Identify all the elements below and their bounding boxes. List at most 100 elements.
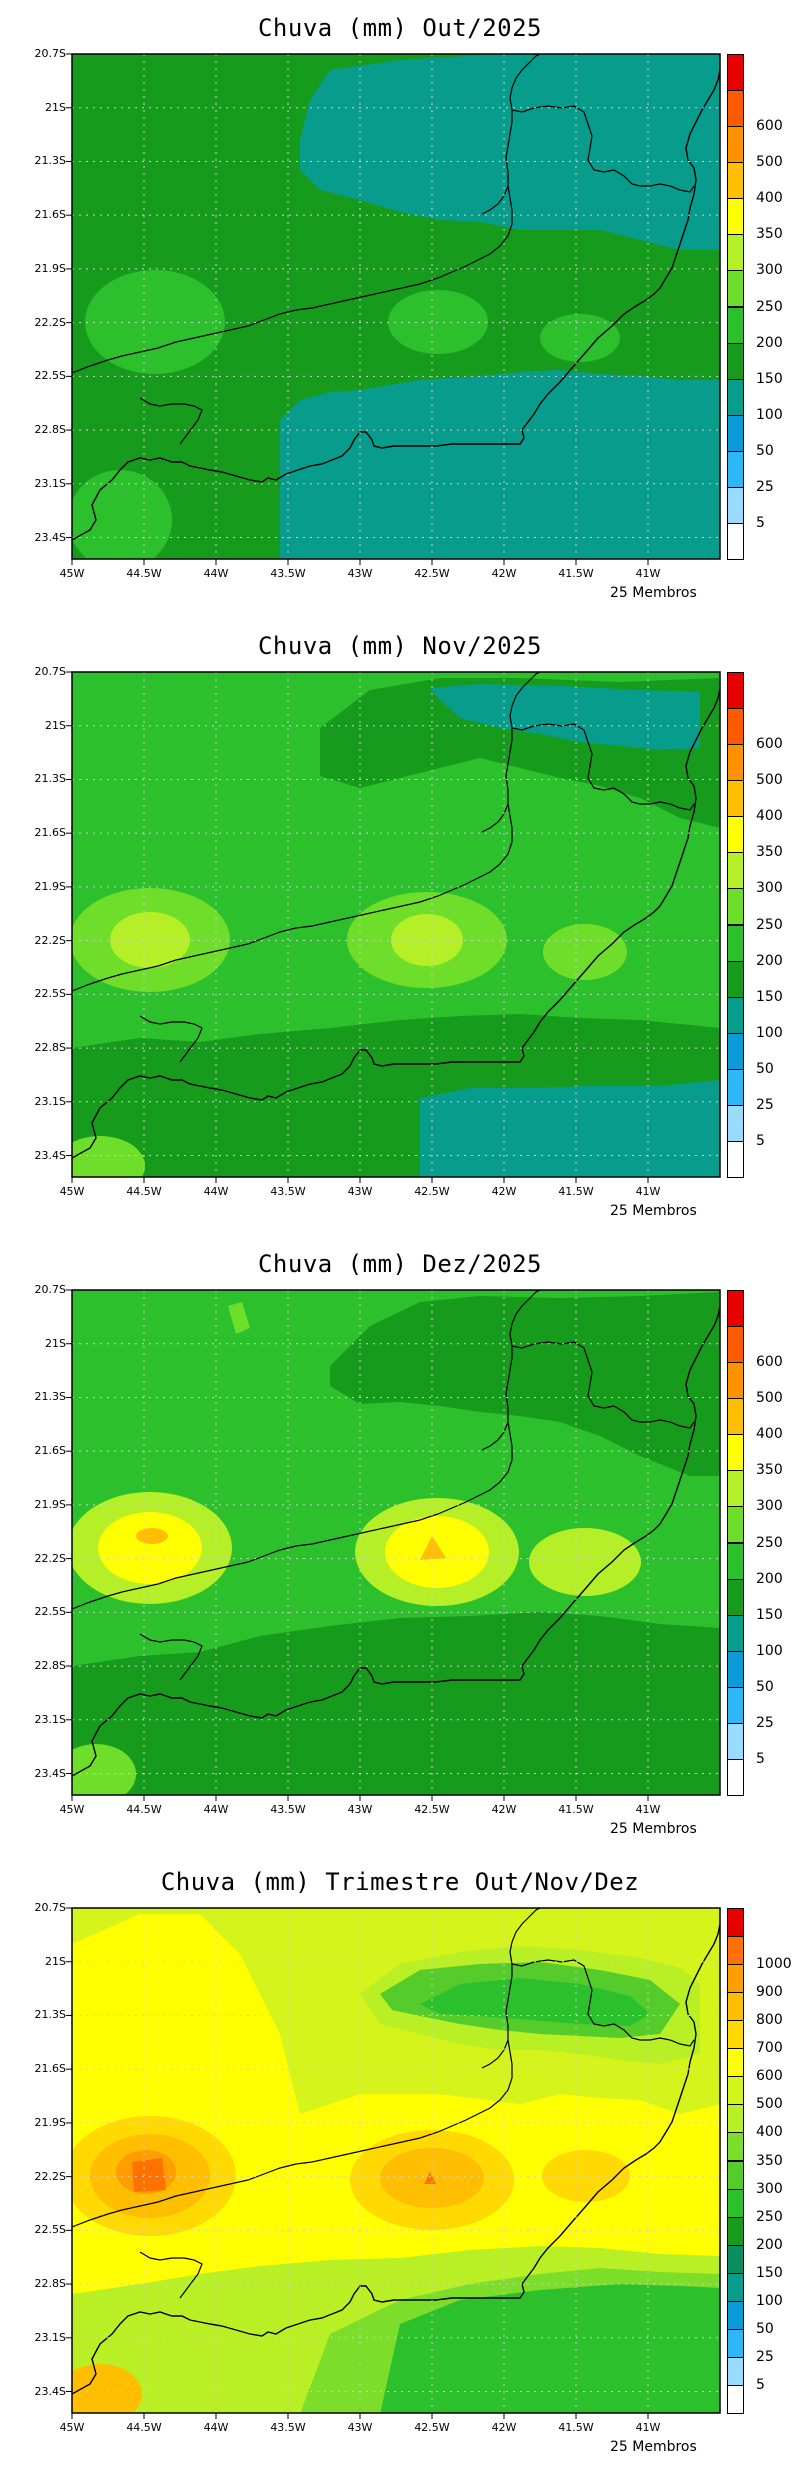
x-tick-label: 45W: [59, 1803, 85, 1816]
colorbar-box: [727, 378, 744, 416]
map-panel-out: Chuva (mm) Out/2025 20.7S 21S 21.3S 21.6S 21…: [0, 0, 800, 618]
colorbar-box: [727, 414, 744, 452]
y-tick-label: 22.5S: [34, 369, 66, 383]
colorbar-box: [727, 708, 744, 746]
members-label: 25 Membros: [610, 1821, 697, 1837]
colorbar-box: [727, 126, 744, 164]
rain-contour-region: [110, 912, 190, 968]
colorbar-label: 50: [756, 2320, 774, 2337]
y-tick-label: 22.2S: [34, 1551, 66, 1565]
colorbar-label: 100: [756, 406, 783, 423]
y-tick-label: 21S: [45, 718, 66, 732]
colorbar-label: 200: [756, 952, 783, 969]
colorbar-box: [727, 198, 744, 236]
x-tick-label: 43W: [347, 567, 373, 580]
colorbar-box: [727, 852, 744, 890]
x-tick-label: 43.5W: [270, 2421, 306, 2434]
colorbar-label: 150: [756, 1606, 783, 1623]
rain-contour-region: [300, 54, 720, 250]
x-tick-label: 44W: [203, 1185, 229, 1198]
y-tick-label: 21S: [45, 100, 66, 114]
x-tick-label: 42W: [491, 567, 517, 580]
colorbar-box: [727, 1362, 744, 1400]
colorbar-box: [727, 2244, 744, 2274]
x-tick-label: 41W: [635, 567, 661, 580]
map-frame: [71, 1289, 721, 1796]
x-tick-label: 42.5W: [414, 567, 450, 580]
x-tick-label: 43.5W: [270, 1803, 306, 1816]
x-tick-label: 43W: [347, 2421, 373, 2434]
colorbar-label: 150: [756, 988, 783, 1005]
state-border: [72, 1290, 695, 1681]
colorbar-box: [727, 306, 744, 344]
y-tick-label: 22.8S: [34, 2277, 66, 2291]
colorbar-box: [727, 1434, 744, 1472]
colorbar-label: 250: [756, 298, 783, 315]
members-label: 25 Membros: [610, 1203, 697, 1219]
colorbar-box: [727, 1722, 744, 1760]
coastline: [72, 1923, 720, 2395]
colorbar-box: [727, 1290, 744, 1328]
coastline: [72, 687, 720, 1159]
rain-contour-region: [370, 1332, 700, 1384]
x-tick-label: 42W: [491, 1803, 517, 1816]
colorbar-box: [727, 450, 744, 488]
colorbar-label: 25: [756, 478, 774, 495]
colorbar-box: [727, 1614, 744, 1652]
colorbar-box: [727, 1992, 744, 2022]
rain-contour-region: [72, 470, 172, 559]
y-tick-label: 20.7S: [34, 665, 66, 678]
rain-contour-region: [420, 1536, 446, 1560]
colorbar-label: 600: [756, 736, 783, 753]
rain-contour-region: [280, 370, 720, 559]
colorbar-label: 25: [756, 1096, 774, 1113]
x-tick-label: 41W: [635, 1803, 661, 1816]
colorbar-label: 500: [756, 1390, 783, 1407]
colorbar-box: [727, 486, 744, 524]
colorbar-box: [727, 1140, 744, 1178]
x-tick-label: 42.5W: [414, 1185, 450, 1198]
y-tick-label: 21S: [45, 1954, 66, 1968]
colorbar-box: [727, 2160, 744, 2190]
rain-map: [66, 1907, 721, 2419]
colorbar-box: [727, 270, 744, 308]
colorbar-box: [727, 2356, 744, 2386]
x-tick-label: 44.5W: [126, 1803, 162, 1816]
colorbar-box: [727, 960, 744, 998]
coastline: [72, 1305, 720, 1777]
state-border: [72, 54, 695, 445]
rain-contour-region: [136, 1528, 168, 1544]
colorbar-label: 800: [756, 2012, 783, 2029]
colorbar-box: [727, 1936, 744, 1966]
colorbar-label: 350: [756, 844, 783, 861]
rain-contour-region: [132, 2158, 166, 2192]
x-tick-label: 42W: [491, 2421, 517, 2434]
rain-contour-region: [228, 1302, 250, 1334]
colorbar-box: [727, 1104, 744, 1142]
colorbar-box: [727, 90, 744, 128]
x-tick-label: 41.5W: [558, 1803, 594, 1816]
rain-contour-region: [424, 2172, 436, 2184]
rain-contour-region: [391, 914, 463, 966]
x-tick-label: 44.5W: [126, 1185, 162, 1198]
y-tick-label: 23.4S: [34, 2384, 66, 2398]
colorbar-box: [727, 1686, 744, 1724]
rain-contour-region: [542, 2150, 630, 2202]
colorbar-box: [727, 522, 744, 560]
y-tick-label: 23.4S: [34, 1766, 66, 1780]
x-tick-label: 43.5W: [270, 567, 306, 580]
y-tick-label: 20.7S: [34, 47, 66, 60]
colorbar-label: 200: [756, 334, 783, 351]
colorbar-box: [727, 888, 744, 926]
colorbar-box: [727, 2384, 744, 2414]
y-tick-label: 21.3S: [34, 2008, 66, 2022]
colorbar-label: 500: [756, 154, 783, 171]
map-panel-nov: Chuva (mm) Nov/2025 20.7S 21S 21.3S 21.6S 21…: [0, 618, 800, 1236]
colorbar-label: 900: [756, 1984, 783, 2001]
panel-title: Chuva (mm) Trimestre Out/Nov/Dez: [160, 1868, 640, 1896]
rain-contour-region: [72, 1612, 720, 1795]
colorbar-box: [727, 2328, 744, 2358]
x-tick-label: 42.5W: [414, 2421, 450, 2434]
colorbar-box: [727, 234, 744, 272]
rain-contour-region: [380, 2284, 720, 2413]
